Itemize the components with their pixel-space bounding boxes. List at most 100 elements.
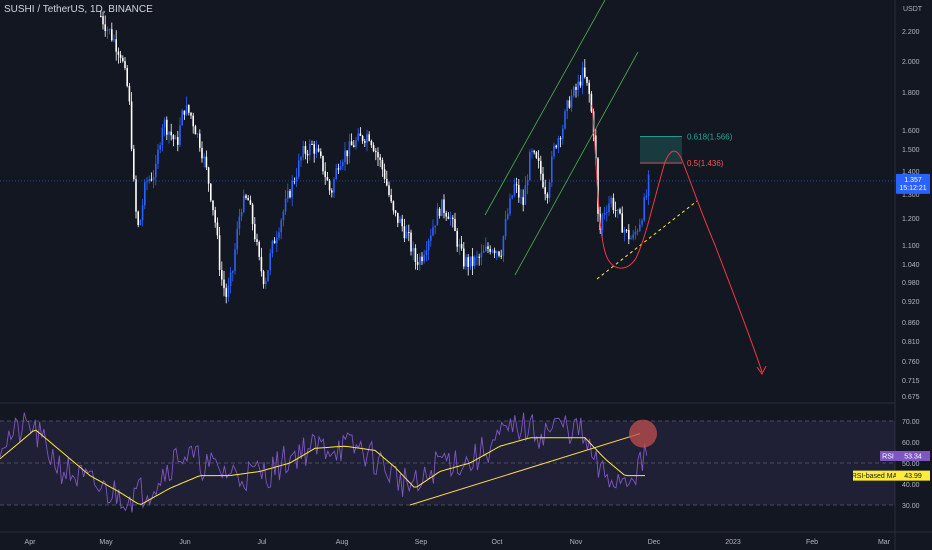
candle-body: [443, 199, 445, 213]
candle-body: [423, 255, 425, 262]
candle-body: [623, 229, 626, 233]
currency-label: USDT: [903, 6, 923, 13]
candle-body: [192, 115, 194, 127]
candle-body: [577, 81, 579, 90]
candle-body: [388, 185, 390, 196]
candle-body: [581, 67, 584, 86]
candle-body: [438, 208, 441, 217]
candle-body: [243, 195, 245, 212]
candle-body: [205, 156, 208, 168]
candle-body: [128, 86, 131, 102]
candle-body: [454, 219, 456, 231]
candle-body: [529, 152, 531, 181]
candle-body: [344, 150, 346, 163]
candle-body: [504, 219, 507, 237]
price-tick-label: 2.200: [902, 29, 920, 36]
rsi-badge-label: [880, 450, 896, 461]
candle-body: [262, 271, 265, 285]
candle-body: [403, 226, 406, 239]
rsi-ma-value: 43.99: [904, 473, 922, 480]
candle-body: [614, 209, 617, 211]
candle-body: [386, 178, 388, 186]
candle-body: [117, 51, 120, 55]
candle-body: [256, 239, 258, 242]
symbol-title[interactable]: SUSHI / TetherUS, 1D, BINANCE: [4, 4, 153, 15]
candle-body: [348, 141, 351, 157]
candle-body: [273, 240, 276, 244]
candle-body: [258, 241, 260, 257]
candle-body: [518, 185, 520, 198]
candle-body: [172, 135, 175, 140]
candle-body: [276, 237, 278, 244]
rsi-tick-label: 40.00: [902, 482, 920, 489]
candle-body: [636, 230, 639, 232]
candle-body: [298, 160, 300, 177]
rsi-ma-badge-label: [853, 470, 896, 481]
candle-body: [445, 212, 447, 217]
candle-body: [559, 138, 562, 140]
candle-body: [632, 234, 634, 239]
candle-body: [544, 187, 546, 195]
candle-body: [430, 235, 432, 241]
candle-body: [436, 208, 439, 226]
candle-body: [452, 217, 454, 220]
candle-body: [645, 195, 648, 198]
candle-body: [282, 211, 285, 221]
candle-body: [410, 232, 412, 252]
candle-body: [449, 217, 452, 219]
candle-body: [106, 29, 109, 32]
candle-body: [155, 163, 157, 178]
candle-body: [302, 145, 304, 158]
candle-body: [265, 281, 267, 285]
fib-0618-label: 0.618(1.566): [687, 132, 733, 141]
candle-body: [236, 228, 238, 250]
candle-body: [568, 100, 571, 108]
last-price-badge: [896, 173, 930, 194]
candle-body: [584, 67, 586, 78]
candle-body: [427, 240, 430, 251]
candle-body: [190, 112, 192, 116]
candle-body: [496, 251, 498, 254]
candle-body: [610, 197, 612, 204]
candle-body: [566, 100, 568, 112]
candle-body: [199, 133, 201, 148]
candle-body: [357, 133, 359, 141]
candle-body: [130, 101, 133, 149]
candle-body: [579, 81, 582, 86]
candle-body: [390, 195, 392, 202]
candle-body: [353, 145, 355, 148]
candle-body: [535, 152, 538, 158]
time-axis-label: Sep: [415, 539, 428, 546]
candle-body: [278, 232, 280, 238]
candle-body: [392, 201, 395, 211]
candle-body: [588, 82, 590, 94]
candle-body: [471, 256, 474, 266]
candle-body: [441, 199, 443, 217]
candle-body: [465, 257, 467, 267]
rsi-value: 53.34: [904, 453, 922, 460]
candle-body: [119, 54, 122, 58]
candle-body: [394, 210, 397, 213]
candle-body: [366, 134, 368, 143]
candle-body: [531, 150, 533, 153]
price-tick-label: 1.800: [902, 90, 920, 97]
fib-zone: [640, 136, 682, 164]
candle-body: [575, 87, 577, 90]
price-tick-label: 0.920: [902, 299, 920, 306]
candle-body: [137, 211, 139, 226]
candle-body: [524, 185, 527, 205]
candle-body: [339, 165, 342, 170]
candles-group: [100, 10, 650, 304]
candle-body: [159, 145, 161, 150]
candle-body: [227, 285, 230, 297]
candle-body: [509, 198, 511, 214]
candle-body: [513, 184, 516, 196]
candle-body: [500, 255, 502, 257]
candle-body: [537, 157, 540, 161]
candle-body: [346, 150, 348, 157]
candle-body: [350, 141, 353, 146]
candle-body: [401, 218, 403, 227]
candle-body: [300, 157, 302, 161]
